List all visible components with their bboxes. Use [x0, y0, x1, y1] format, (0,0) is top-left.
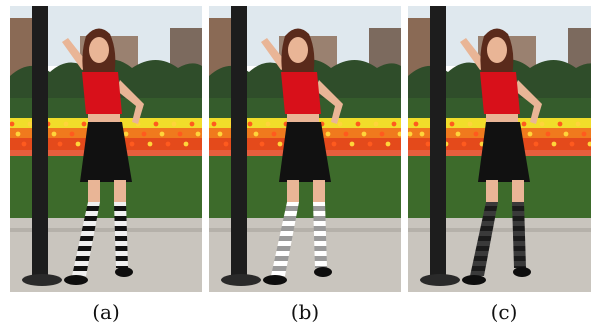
caption-b: (b)	[290, 300, 320, 324]
sidewalk-edge	[10, 228, 202, 232]
pole-base	[22, 274, 62, 286]
red-shirt	[480, 72, 520, 114]
black-skirt	[80, 122, 132, 182]
photo-panel-a	[10, 6, 202, 292]
photo-panel-c	[408, 6, 591, 292]
shoe-right	[115, 267, 133, 277]
sock-left	[470, 202, 498, 276]
face	[487, 37, 507, 63]
sidewalk-edge	[209, 228, 401, 232]
shoe-right	[513, 267, 531, 277]
woman	[62, 28, 144, 285]
caption-c: (c)	[490, 300, 518, 324]
caption-a: (a)	[92, 300, 120, 324]
woman	[261, 28, 343, 285]
scene	[408, 6, 591, 292]
red-shirt	[82, 72, 122, 114]
scene	[209, 6, 401, 292]
red-shirt	[281, 72, 321, 114]
sock-right	[512, 202, 526, 268]
sock-right	[114, 202, 128, 268]
shoe-left	[462, 275, 486, 285]
lamp-pole	[32, 6, 48, 278]
sock-left	[72, 202, 100, 276]
black-skirt	[478, 122, 530, 182]
black-skirt	[279, 122, 331, 182]
sock-right	[313, 202, 327, 268]
pole-base	[420, 274, 460, 286]
pole-base	[221, 274, 261, 286]
sidewalk-edge	[408, 228, 591, 232]
shoe-right	[314, 267, 332, 277]
face	[89, 37, 109, 63]
lamp-pole	[231, 6, 247, 278]
shoe-left	[263, 275, 287, 285]
sock-left	[271, 202, 299, 276]
shoe-left	[64, 275, 88, 285]
photo-panel-b	[209, 6, 401, 292]
lamp-pole	[430, 6, 446, 278]
woman	[460, 28, 542, 285]
scene	[10, 6, 202, 292]
face	[288, 37, 308, 63]
